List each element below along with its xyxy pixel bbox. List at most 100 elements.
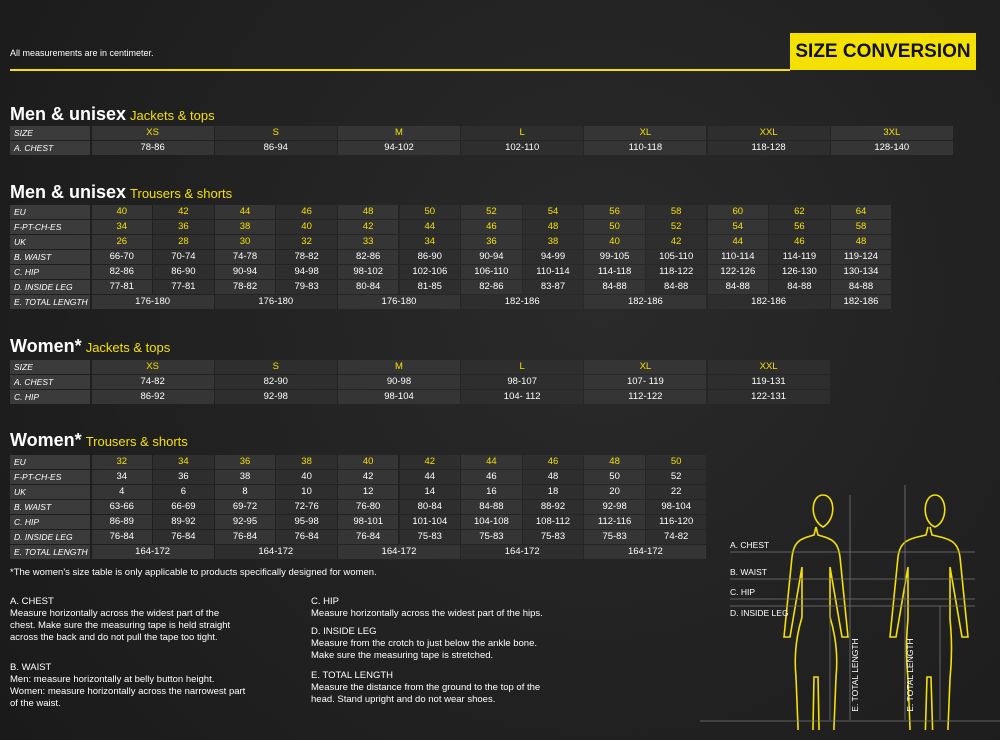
table-cell: 86-90: [399, 250, 461, 264]
table-cell: 107- 119: [584, 375, 707, 389]
table-cell: 52: [461, 205, 522, 219]
definition-text: head. Stand upright and do not wear shoe…: [311, 694, 496, 705]
table-cell: 70-74: [153, 250, 214, 264]
table-cell: 48: [830, 235, 892, 249]
table-cell: 66-69: [153, 500, 214, 514]
table-cell: 118-122: [645, 265, 707, 279]
table-cell: 104- 112: [461, 390, 584, 404]
table-cell: 36: [214, 455, 276, 469]
table-cell: 82-86: [337, 250, 399, 264]
table-cell: 92-95: [214, 515, 276, 529]
table-cell: 38: [214, 470, 276, 484]
table-cell: 52: [645, 220, 707, 234]
row-label: EU: [10, 455, 90, 469]
table-cell: 182-186: [461, 295, 584, 309]
figure-length-label: E. TOTAL LENGTH: [850, 638, 860, 712]
table-cell: 92-98: [584, 500, 645, 514]
table-cell: 98-102: [337, 265, 399, 279]
table-cell: 40: [276, 470, 337, 484]
table-title: Women* Trousers & shorts: [10, 430, 188, 451]
table-cell: 105-110: [645, 250, 707, 264]
footnote: *The women's size table is only applicab…: [10, 567, 377, 578]
table-cell: 74-82: [645, 530, 707, 544]
table-cell: L: [461, 360, 584, 374]
table-cell: 176-180: [91, 295, 214, 309]
figure-label: D. INSIDE LEG: [730, 608, 789, 618]
table-cell: 89-92: [153, 515, 214, 529]
table-cell: 122-131: [707, 390, 830, 404]
table-cell: 33: [337, 235, 399, 249]
definition-text: of the waist.: [10, 698, 61, 709]
definition-title: A. CHEST: [10, 596, 54, 607]
table-cell: 98-104: [337, 390, 461, 404]
table-cell: 30: [214, 235, 276, 249]
table-cell: M: [337, 126, 461, 140]
table-cell: 119-124: [830, 250, 892, 264]
table-cell: 83-87: [522, 280, 584, 294]
table-cell: 34: [153, 455, 214, 469]
table-cell: 78-82: [276, 250, 337, 264]
table-cell: 75-83: [461, 530, 522, 544]
row-label: A. CHEST: [10, 375, 90, 389]
table-cell: 81-85: [399, 280, 461, 294]
table-cell: 60: [707, 205, 769, 219]
table-cell: 64: [830, 205, 892, 219]
table-cell: 76-84: [337, 530, 399, 544]
table-cell: 34: [399, 235, 461, 249]
table-cell: 42: [153, 205, 214, 219]
table-cell: 164-172: [461, 545, 584, 559]
table-cell: 88-92: [522, 500, 584, 514]
table-cell: 164-172: [584, 545, 707, 559]
figure-label: B. WAIST: [730, 567, 767, 577]
row-label: E. TOTAL LENGTH: [10, 295, 90, 309]
table-cell: 34: [91, 470, 153, 484]
table-cell: 58: [830, 220, 892, 234]
table-cell: 119-131: [707, 375, 830, 389]
table-cell: 26: [91, 235, 153, 249]
table-cell: 104-108: [461, 515, 522, 529]
table-cell: 108-112: [522, 515, 584, 529]
table-cell: 12: [337, 485, 399, 499]
table-cell: 101-104: [399, 515, 461, 529]
table-cell: 90-98: [337, 375, 461, 389]
table-cell: 10: [276, 485, 337, 499]
table-cell: 8: [214, 485, 276, 499]
table-cell: 32: [276, 235, 337, 249]
table-cell: 48: [337, 205, 399, 219]
table-cell: 76-84: [91, 530, 153, 544]
table-title: Men & unisex Trousers & shorts: [10, 182, 232, 203]
table-cell: 106-110: [461, 265, 522, 279]
table-cell: 46: [461, 220, 522, 234]
table-cell: 44: [461, 455, 522, 469]
table-cell: 38: [276, 455, 337, 469]
table-cell: 164-172: [337, 545, 461, 559]
table-cell: 56: [769, 220, 830, 234]
table-cell: 40: [337, 455, 399, 469]
table-cell: XS: [91, 360, 214, 374]
table-cell: 84-88: [584, 280, 645, 294]
table-cell: 84-88: [461, 500, 522, 514]
table-cell: 18: [522, 485, 584, 499]
table-cell: 22: [645, 485, 707, 499]
figure-label: C. HIP: [730, 587, 756, 597]
table-cell: 112-116: [584, 515, 645, 529]
table-cell: 86-90: [153, 265, 214, 279]
table-cell: 69-72: [214, 500, 276, 514]
table-cell: 164-172: [91, 545, 214, 559]
row-label: D. INSIDE LEG: [10, 530, 90, 544]
table-cell: 130-134: [830, 265, 892, 279]
definition-text: chest. Make sure the measuring tape is h…: [10, 620, 231, 631]
table-cell: 75-83: [584, 530, 645, 544]
table-cell: 48: [584, 455, 645, 469]
table-cell: 77-81: [91, 280, 153, 294]
row-label: E. TOTAL LENGTH: [10, 545, 90, 559]
row-label: SIZE: [10, 360, 90, 374]
table-cell: 114-118: [584, 265, 645, 279]
row-label: D. INSIDE LEG: [10, 280, 90, 294]
table-cell: 40: [91, 205, 153, 219]
row-label: UK: [10, 485, 90, 499]
table-cell: 54: [707, 220, 769, 234]
row-label: A. CHEST: [10, 141, 90, 155]
table-cell: 98-107: [461, 375, 584, 389]
